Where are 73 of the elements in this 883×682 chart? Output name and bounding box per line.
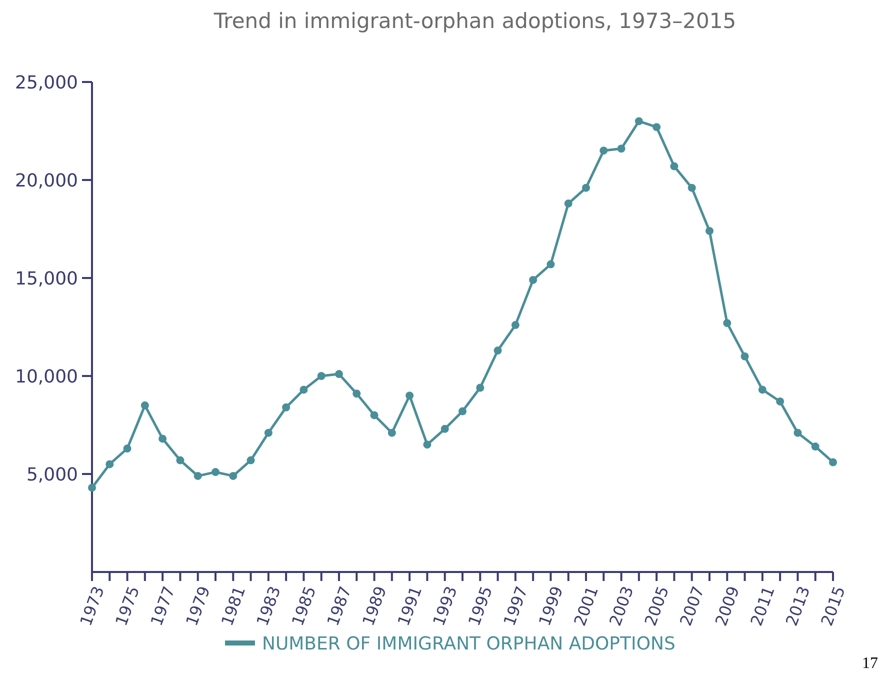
- x-tick-label: 1979: [182, 584, 214, 628]
- point: [758, 386, 766, 394]
- point: [634, 117, 643, 126]
- point: [88, 484, 96, 492]
- x-tick-label: 1995: [464, 584, 496, 628]
- point: [423, 440, 432, 449]
- x-tick-label: 2003: [605, 584, 638, 628]
- point: [706, 226, 714, 235]
- point: [776, 397, 784, 406]
- y-tick-label: 10,000: [15, 366, 78, 388]
- x-tick-label: 2011: [746, 584, 778, 628]
- point: [511, 321, 520, 330]
- point: [600, 146, 608, 155]
- point: [212, 468, 220, 476]
- text: 17: [862, 655, 878, 672]
- point: [652, 123, 661, 132]
- x-tick-label: 1987: [323, 584, 355, 628]
- x-tick-label: 1989: [358, 584, 390, 628]
- x-tick-label: 1973: [76, 584, 108, 628]
- point: [123, 444, 132, 453]
- point: [617, 144, 626, 153]
- point: [388, 428, 396, 437]
- y-tick-label: 5,000: [26, 464, 78, 486]
- chart-title: Trend in immigrant-orphan adoptions, 1973–2015: [212, 9, 736, 33]
- legend-label: NUMBER OF IMMIGRANT ORPHAN ADOPTIONS: [262, 633, 676, 654]
- point: [476, 384, 484, 392]
- point: [370, 411, 378, 420]
- point: [194, 472, 202, 480]
- point: [723, 319, 732, 328]
- y-tick-label: 15,000: [15, 268, 78, 290]
- point: [688, 184, 696, 192]
- point: [106, 460, 114, 468]
- point: [317, 372, 326, 380]
- point: [282, 403, 290, 412]
- point: [176, 456, 184, 464]
- x-tick-label: 1981: [217, 584, 250, 628]
- x-tick-label: 2005: [640, 584, 673, 628]
- point: [264, 428, 272, 437]
- y-tick-label: 25,000: [15, 72, 78, 94]
- point: [352, 390, 361, 398]
- point: [458, 407, 466, 416]
- point: [794, 428, 802, 437]
- x-tick-label: 2009: [711, 584, 744, 628]
- point: [670, 162, 678, 170]
- y-tick-label: 20,000: [15, 170, 78, 192]
- point: [564, 200, 572, 208]
- point: [582, 184, 590, 192]
- x-tick-label: 1991: [394, 584, 426, 628]
- point: [494, 346, 502, 355]
- point: [300, 386, 308, 394]
- point: [246, 456, 255, 464]
- x-tick-label: 1985: [288, 584, 320, 628]
- x-tick-label: 2001: [570, 584, 602, 628]
- x-tick-label: 2013: [782, 584, 814, 628]
- point: [740, 352, 749, 360]
- point: [529, 276, 538, 284]
- point: [546, 260, 555, 268]
- point: [811, 442, 820, 451]
- x-tick-label: 2015: [817, 584, 849, 628]
- point: [140, 401, 149, 410]
- x-tick-label: 1977: [146, 584, 179, 628]
- x-tick-label: 1993: [429, 584, 461, 628]
- x-tick-label: 1997: [500, 584, 532, 628]
- point: [406, 392, 414, 400]
- point: [229, 472, 238, 480]
- x-tick-label: 1975: [111, 584, 144, 628]
- x-tick-label: 1999: [534, 584, 567, 628]
- point: [440, 424, 449, 433]
- point: [829, 458, 837, 466]
- point: [335, 370, 343, 378]
- x-tick-label: 1983: [252, 584, 284, 628]
- point: [158, 434, 167, 443]
- x-tick-label: 2007: [676, 584, 708, 628]
